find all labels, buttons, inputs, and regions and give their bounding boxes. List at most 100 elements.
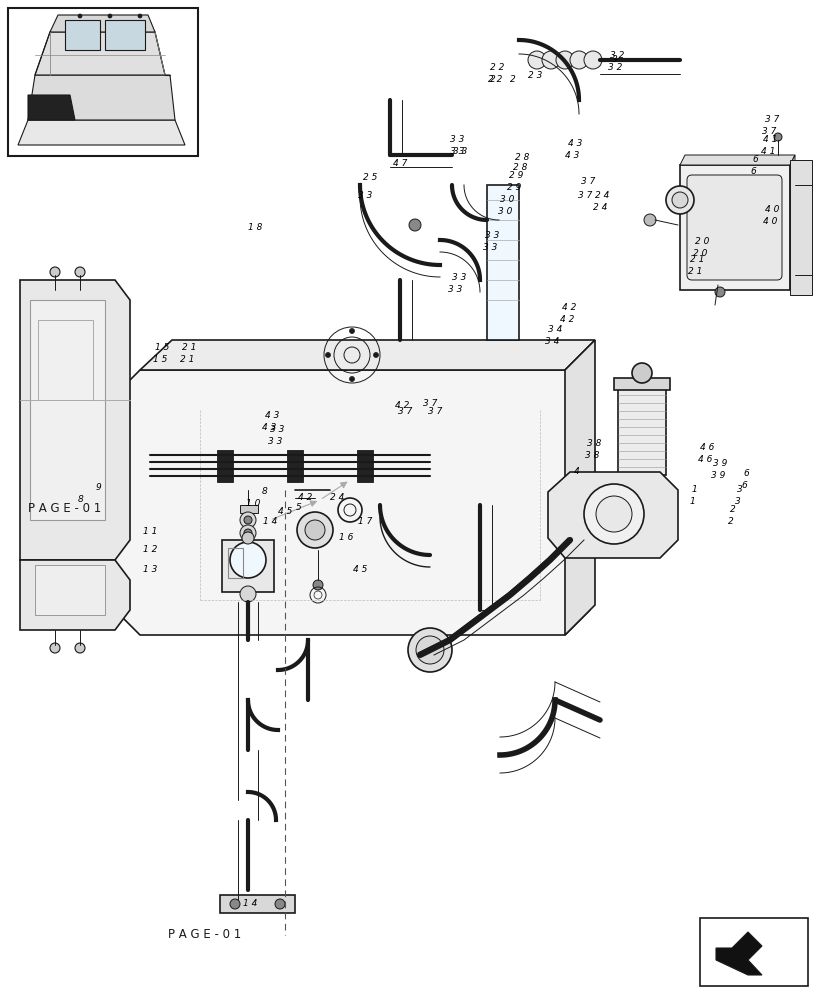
Circle shape [313,580,323,590]
Text: 5: 5 [296,502,302,512]
Text: 2 2: 2 2 [490,64,504,73]
Circle shape [75,643,85,653]
Text: 3 9: 3 9 [711,472,725,481]
Circle shape [774,133,782,141]
Bar [38,320,93,400]
FancyBboxPatch shape [687,175,782,280]
Text: 4 5: 4 5 [278,508,292,516]
Text: 2 1: 2 1 [182,344,197,353]
Text: 2: 2 [730,506,736,514]
Text: 4 2: 4 2 [298,492,313,502]
Circle shape [349,328,354,334]
Circle shape [584,484,644,544]
Bar [65,20,100,50]
Text: 3 7: 3 7 [578,190,592,200]
Text: 4 3: 4 3 [568,138,583,147]
Polygon shape [790,155,795,290]
Circle shape [138,14,142,18]
Text: 4 0: 4 0 [763,218,778,227]
Circle shape [244,529,252,537]
Text: 2 0: 2 0 [693,249,707,258]
Text: 3 4: 3 4 [545,338,560,347]
Circle shape [644,214,656,226]
Text: 1 8: 1 8 [248,224,263,232]
Text: 3 2: 3 2 [610,50,624,60]
Text: 4 2: 4 2 [562,304,576,312]
Circle shape [242,532,254,544]
Text: 4 6: 4 6 [698,456,712,464]
Text: 8: 8 [262,488,268,496]
Circle shape [240,586,256,602]
Text: 2 4: 2 4 [593,202,607,212]
Circle shape [108,14,112,18]
Polygon shape [20,280,130,560]
Polygon shape [28,95,75,120]
Circle shape [349,376,354,381]
Circle shape [326,353,330,358]
Text: P A G E - 0 1: P A G E - 0 1 [168,928,242,942]
Bar [220,895,295,913]
Text: 1 5: 1 5 [155,344,170,353]
Circle shape [244,516,252,524]
Polygon shape [565,340,595,635]
Circle shape [715,287,725,297]
Circle shape [75,267,85,277]
Circle shape [632,363,652,383]
Circle shape [528,51,546,69]
Text: 2 1: 2 1 [690,255,704,264]
Text: 3 3: 3 3 [270,426,284,434]
Polygon shape [680,155,795,165]
Bar [222,540,274,592]
Bar [105,20,145,50]
Text: 2: 2 [510,76,516,85]
Text: 3 7: 3 7 [423,399,437,408]
Text: 2 0: 2 0 [695,237,709,246]
Text: 3 3: 3 3 [358,192,372,200]
Text: 4 6: 4 6 [700,444,714,452]
Circle shape [409,219,421,231]
Text: 3 8: 3 8 [587,438,601,448]
Text: 3 7: 3 7 [762,127,776,136]
Text: 3: 3 [612,55,618,64]
Bar [487,185,519,340]
Circle shape [374,353,379,358]
Text: 2 9: 2 9 [509,172,523,180]
Text: 3 0: 3 0 [500,196,514,205]
Polygon shape [50,15,155,32]
Text: 4 1: 4 1 [763,135,778,144]
Text: 3: 3 [735,497,741,506]
Polygon shape [28,75,175,120]
Bar [357,450,373,482]
Bar [790,160,812,295]
Polygon shape [140,340,595,370]
Text: 1: 1 [690,497,696,506]
Text: 3 7: 3 7 [765,115,779,124]
Text: 2 5: 2 5 [363,174,377,182]
Text: 3 4: 3 4 [548,326,562,334]
Text: 4 1: 4 1 [761,147,775,156]
Text: 2 1: 2 1 [688,267,703,276]
Text: 3 2: 3 2 [608,62,623,72]
Circle shape [50,267,60,277]
Text: 6: 6 [743,468,749,478]
Circle shape [556,51,574,69]
Text: 2 8: 2 8 [515,152,530,161]
Text: 4 2: 4 2 [395,401,410,410]
Bar [287,450,303,482]
Text: 1 6: 1 6 [339,532,353,542]
Text: 1 3: 1 3 [143,566,157,574]
Text: 3 8: 3 8 [585,450,600,460]
Text: 6: 6 [741,481,747,489]
Circle shape [275,899,285,909]
Circle shape [240,525,256,541]
Text: 4 0: 4 0 [765,206,779,215]
Text: 9: 9 [96,484,102,492]
Circle shape [542,51,560,69]
Text: 2: 2 [490,76,496,85]
Circle shape [584,51,602,69]
Bar [700,918,808,986]
Circle shape [240,512,256,528]
Circle shape [305,520,325,540]
Text: 4 2: 4 2 [560,316,574,324]
Circle shape [230,542,266,578]
